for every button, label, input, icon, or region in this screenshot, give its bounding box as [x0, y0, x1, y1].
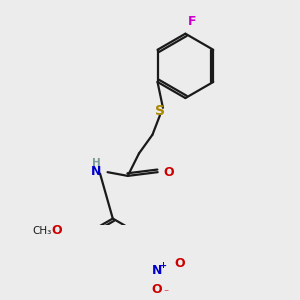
Text: H: H — [92, 158, 101, 168]
Text: +: + — [159, 261, 166, 270]
Text: N: N — [91, 165, 102, 178]
Text: F: F — [188, 15, 196, 28]
Text: N: N — [152, 264, 162, 277]
Text: O: O — [52, 224, 62, 237]
Text: CH₃: CH₃ — [33, 226, 52, 236]
Text: ⁻: ⁻ — [163, 288, 168, 298]
Text: S: S — [155, 104, 165, 118]
Text: O: O — [152, 283, 162, 296]
Text: O: O — [174, 257, 185, 270]
Text: O: O — [163, 166, 174, 179]
